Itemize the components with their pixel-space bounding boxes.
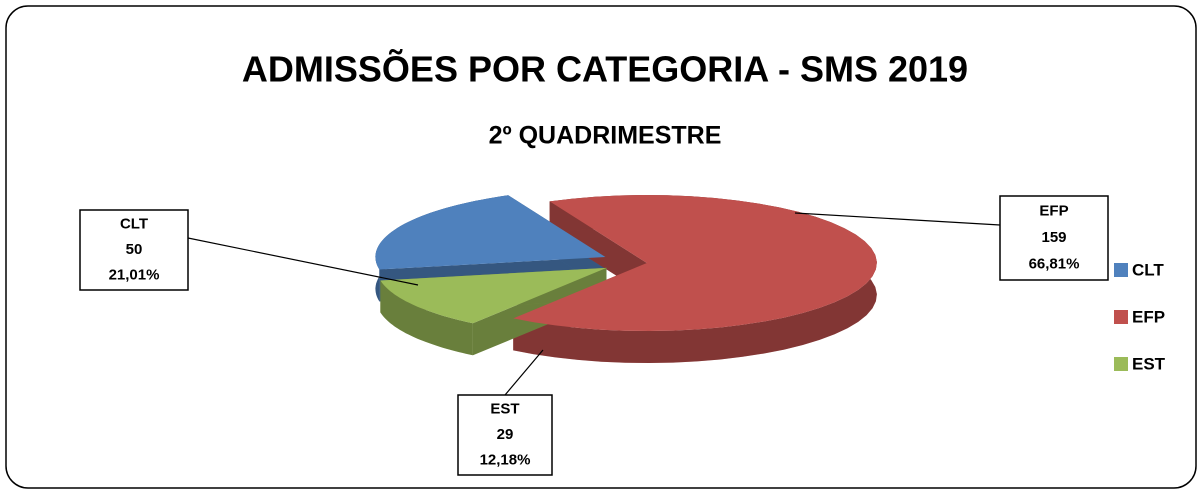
legend-swatch [1114,357,1128,371]
label-box [457,394,553,476]
label-box [999,195,1109,281]
slice [380,267,607,324]
label-category: CLT [120,216,148,233]
legend-label: CLT [1132,260,1164,279]
leader-line [504,349,544,396]
label-category: EFP [1039,202,1068,219]
legend-swatch [1114,310,1128,324]
slice-side [380,280,473,356]
legend-label: EFP [1132,307,1165,326]
slice [375,195,606,270]
legend-label: EST [1132,354,1166,373]
label-value: 159 [1041,229,1066,246]
leader-line [794,212,1001,226]
chart-subtitle: 2º QUADRIMESTRE [489,122,722,150]
label-value: 29 [497,426,514,443]
chart-title: ADMISSÕES POR CATEGORIA - SMS 2019 [242,48,968,90]
label-percent: 66,81% [1029,256,1080,273]
slice [513,195,877,331]
legend-swatch [1114,263,1128,277]
label-percent: 12,18% [480,451,531,468]
label-percent: 21,01% [109,266,160,283]
slice-shade [380,280,473,356]
leader-line [187,237,419,286]
label-category: EST [490,401,519,418]
label-box [79,209,189,291]
label-value: 50 [126,241,143,258]
